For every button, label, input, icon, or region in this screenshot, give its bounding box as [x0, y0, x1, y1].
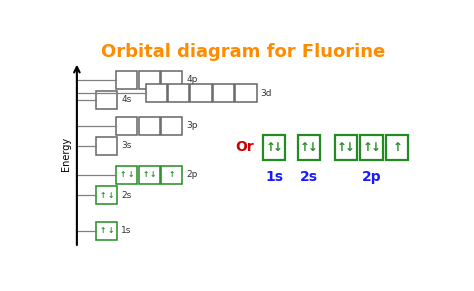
Text: ↓: ↓	[273, 141, 283, 154]
Text: ↑: ↑	[363, 141, 373, 154]
Bar	[263, 135, 285, 160]
Text: ↑: ↑	[120, 171, 126, 180]
Bar	[116, 71, 137, 89]
Text: Or: Or	[236, 140, 254, 154]
Bar	[138, 166, 160, 184]
Text: 2p: 2p	[362, 170, 381, 184]
Text: ↑: ↑	[100, 226, 106, 235]
Text: 2s: 2s	[300, 170, 318, 184]
Text: ↑: ↑	[100, 191, 106, 200]
Bar	[168, 84, 189, 102]
Text: ↓: ↓	[150, 171, 156, 180]
Text: Orbital diagram for Fluorine: Orbital diagram for Fluorine	[101, 43, 385, 61]
Text: ↓: ↓	[107, 226, 114, 235]
Text: ↓: ↓	[345, 141, 355, 154]
Bar	[116, 117, 137, 135]
Text: 4s: 4s	[121, 95, 132, 104]
Bar	[360, 135, 383, 160]
Bar	[96, 186, 117, 204]
Bar	[161, 166, 182, 184]
Text: ↓: ↓	[371, 141, 381, 154]
Bar	[386, 135, 408, 160]
Bar	[213, 84, 234, 102]
Bar	[161, 71, 182, 89]
Bar	[96, 222, 117, 240]
Text: ↓: ↓	[128, 171, 134, 180]
Text: ↑: ↑	[337, 141, 347, 154]
Text: 3p: 3p	[186, 121, 198, 130]
Bar	[235, 84, 256, 102]
Text: Energy: Energy	[61, 136, 71, 171]
Text: ↓: ↓	[308, 141, 318, 154]
Text: ↑: ↑	[392, 141, 402, 154]
Text: ↓: ↓	[107, 191, 114, 200]
Bar	[138, 117, 160, 135]
Text: ↑: ↑	[168, 171, 175, 180]
Bar	[335, 135, 357, 160]
Bar	[161, 117, 182, 135]
Text: 1s: 1s	[265, 170, 283, 184]
Text: ↑: ↑	[142, 171, 149, 180]
Bar	[116, 166, 137, 184]
Text: ↑: ↑	[300, 141, 310, 154]
Text: 3s: 3s	[121, 141, 132, 150]
Text: ↑: ↑	[265, 141, 275, 154]
Bar	[96, 91, 117, 109]
Text: 2p: 2p	[186, 171, 198, 180]
Bar	[138, 71, 160, 89]
Bar	[146, 84, 167, 102]
Text: 3d: 3d	[261, 89, 272, 98]
Bar	[96, 137, 117, 155]
Text: 2s: 2s	[121, 191, 132, 200]
Text: 4p: 4p	[186, 75, 198, 84]
Bar	[298, 135, 320, 160]
Bar	[191, 84, 212, 102]
Text: 1s: 1s	[121, 226, 132, 235]
